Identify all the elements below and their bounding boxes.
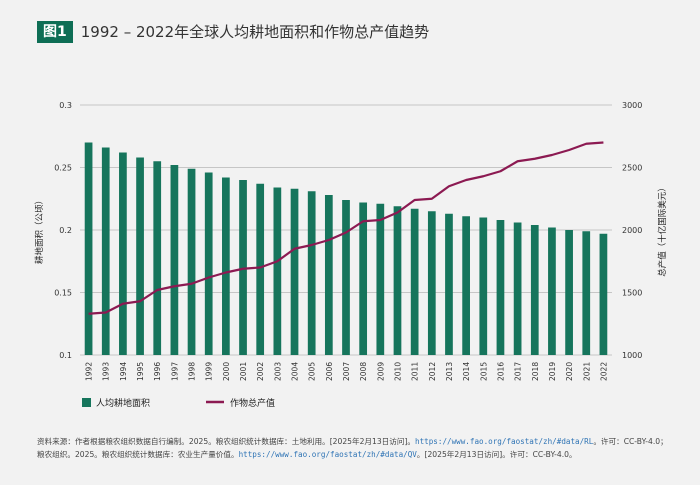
x-tick-label: 1999: [205, 362, 214, 381]
series-line: [88, 141, 604, 315]
bar: [410, 208, 419, 355]
x-tick-label: 2009: [376, 362, 385, 381]
bar: [376, 203, 385, 355]
bar: [101, 147, 110, 355]
bar: [256, 183, 265, 355]
source-note: 资料来源：作者根据粮农组织数据自行编制。2025。粮农组织统计数据库：土地利用。…: [37, 436, 673, 461]
x-tick-label: 2010: [393, 362, 402, 381]
x-tick-label: 2008: [359, 362, 368, 381]
bar: [393, 206, 402, 355]
legend-swatch-bar: [82, 398, 91, 407]
left-tick-label: 0.1: [59, 351, 72, 360]
right-axis-title: 总产值（十亿国际美元）: [657, 183, 668, 277]
source-mid: 。许可：CC-BY-4.0；粮农组织。2025。粮农组织统计数据库：农业生产量价…: [37, 437, 668, 459]
x-tick-label: 2022: [599, 362, 608, 381]
x-tick-label: 2002: [256, 362, 265, 381]
left-axis-title: 耕地面积（公顷）: [34, 196, 45, 264]
bar: [204, 172, 213, 355]
bar: [273, 187, 282, 355]
bar: [462, 216, 470, 355]
figure-title: 1992 – 2022年全球人均耕地面积和作物总产值趋势: [80, 23, 430, 41]
right-tick-label: 1500: [622, 289, 642, 298]
left-tick-label: 0.25: [54, 164, 72, 173]
bar: [582, 231, 591, 355]
chart-area: 0.1 0.15 0.2 0.25 0.3 1000 1500 2000 2500 3000 耕地面…: [34, 101, 668, 409]
x-tick-label: 2012: [428, 362, 437, 381]
x-tick-label: 2007: [342, 362, 351, 381]
bar: [479, 217, 488, 355]
left-tick-label: 0.15: [54, 289, 72, 298]
x-tick-label: 2016: [496, 362, 505, 381]
right-tick-label: 2500: [622, 164, 642, 173]
x-tick-label: 2005: [308, 362, 317, 381]
bar: [153, 161, 162, 355]
source-prefix: 资料来源：作者根据粮农组织数据自行编制。2025。粮农组织统计数据库：土地利用。…: [37, 437, 416, 446]
figure-label-badge: 图1: [37, 21, 73, 43]
bar: [119, 152, 127, 355]
bar: [513, 222, 522, 355]
bar: [170, 165, 179, 355]
bar: [239, 180, 247, 355]
bar: [359, 202, 368, 355]
x-tick-label: 2018: [531, 362, 540, 381]
x-tick-label: 1994: [119, 362, 128, 381]
x-tick-label: 2017: [514, 362, 523, 381]
x-tick-label: 2015: [479, 362, 488, 381]
x-tick-label: 2013: [445, 362, 454, 381]
bar: [599, 233, 608, 355]
x-tick-label: 1992: [85, 362, 94, 381]
bar: [342, 200, 350, 355]
legend-label-line: 作物总产值: [230, 397, 275, 409]
bar: [530, 225, 539, 355]
x-tick-label: 2003: [273, 362, 282, 381]
figure-header: 图1 1992 – 2022年全球人均耕地面积和作物总产值趋势: [37, 20, 429, 44]
bar: [290, 188, 299, 355]
bar: [548, 227, 556, 355]
source-link-land-use[interactable]: https://www.fao.org/faostat/zh/#data/RL: [415, 437, 594, 446]
bar: [445, 213, 453, 355]
bar: [84, 142, 93, 355]
bar: [307, 191, 316, 355]
x-tick-label: 2004: [291, 362, 300, 381]
bar: [187, 168, 196, 355]
bar: [222, 177, 230, 355]
bar: [427, 211, 436, 355]
x-tick-label: 1993: [102, 362, 111, 381]
x-tick-label: 1998: [188, 362, 197, 381]
left-tick-label: 0.3: [59, 101, 72, 110]
x-tick-label: 2006: [325, 362, 334, 381]
right-tick-label: 3000: [622, 101, 642, 110]
right-tick-label: 2000: [622, 226, 642, 235]
x-tick-label: 2020: [565, 362, 574, 381]
x-tick-label: 2019: [548, 362, 557, 381]
x-tick-label: 2014: [462, 362, 471, 381]
bar: [496, 220, 505, 355]
legend-label-bar: 人均耕地面积: [96, 397, 150, 409]
x-tick-label: 2021: [582, 362, 591, 381]
x-tick-label: 2011: [411, 362, 420, 381]
x-tick-label: 1997: [170, 362, 179, 381]
source-link-production-value[interactable]: https://www.fao.org/faostat/zh/#data/QV: [238, 449, 417, 459]
bar: [565, 230, 573, 355]
right-tick-label: 1000: [622, 351, 642, 360]
left-tick-label: 0.2: [59, 226, 72, 235]
bar: [324, 195, 333, 355]
x-tick-label: 1995: [136, 362, 145, 381]
x-tick-label: 1996: [153, 362, 162, 381]
source-suffix: 。[2025年2月13日访问]。许可：CC-BY-4.0。: [416, 449, 577, 459]
bar: [136, 157, 144, 355]
x-tick-label: 2001: [239, 362, 248, 381]
x-tick-label: 2000: [222, 362, 231, 381]
